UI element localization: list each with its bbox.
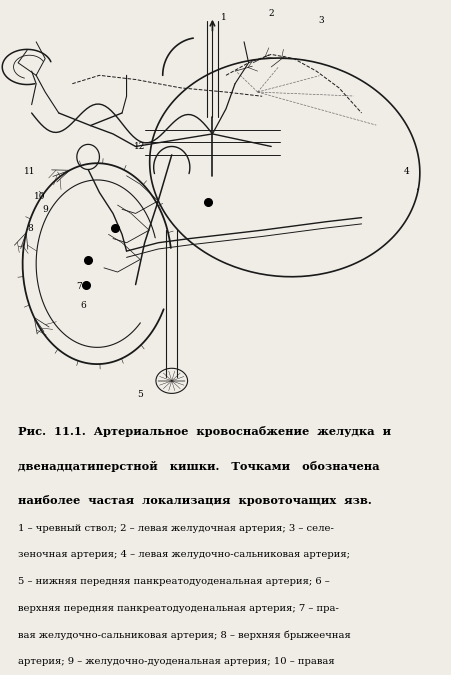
Text: наиболее  частая  локализация  кровоточащих  язв.: наиболее частая локализация кровоточащих… (18, 495, 371, 506)
Text: зеночная артерия; 4 – левая желудочно-сальниковая артерия;: зеночная артерия; 4 – левая желудочно-са… (18, 550, 350, 560)
Text: 9: 9 (42, 205, 48, 214)
Text: Рис.  11.1.  Артериальное  кровоснабжение  желудка  и: Рис. 11.1. Артериальное кровоснабжение ж… (18, 426, 390, 437)
Text: верхняя передняя панкреатодуоденальная артерия; 7 – пра-: верхняя передняя панкреатодуоденальная а… (18, 603, 338, 613)
Text: 5 – нижняя передняя панкреатодуоденальная артерия; 6 –: 5 – нижняя передняя панкреатодуоденальна… (18, 577, 329, 586)
Text: 1: 1 (221, 13, 226, 22)
Text: двенадцатиперстной   кишки.   Точками   обозначена: двенадцатиперстной кишки. Точками обозна… (18, 461, 379, 472)
Text: 1 – чревный ствол; 2 – левая желудочная артерия; 3 – селе-: 1 – чревный ствол; 2 – левая желудочная … (18, 524, 333, 533)
Text: 7: 7 (76, 282, 82, 291)
Text: 12: 12 (134, 142, 146, 151)
Text: 6: 6 (81, 301, 86, 310)
Text: 5: 5 (137, 389, 143, 399)
Text: вая желудочно-сальниковая артерия; 8 – верхняя брыжеечная: вая желудочно-сальниковая артерия; 8 – в… (18, 630, 350, 640)
Text: артерия; 9 – желудочно-дуоденальная артерия; 10 – правая: артерия; 9 – желудочно-дуоденальная арте… (18, 657, 334, 666)
Text: 8: 8 (28, 223, 33, 233)
Text: 4: 4 (403, 167, 409, 176)
Text: 2: 2 (268, 9, 273, 18)
Text: 11: 11 (23, 167, 35, 176)
Text: 3: 3 (318, 16, 323, 26)
Text: 10: 10 (34, 192, 46, 201)
